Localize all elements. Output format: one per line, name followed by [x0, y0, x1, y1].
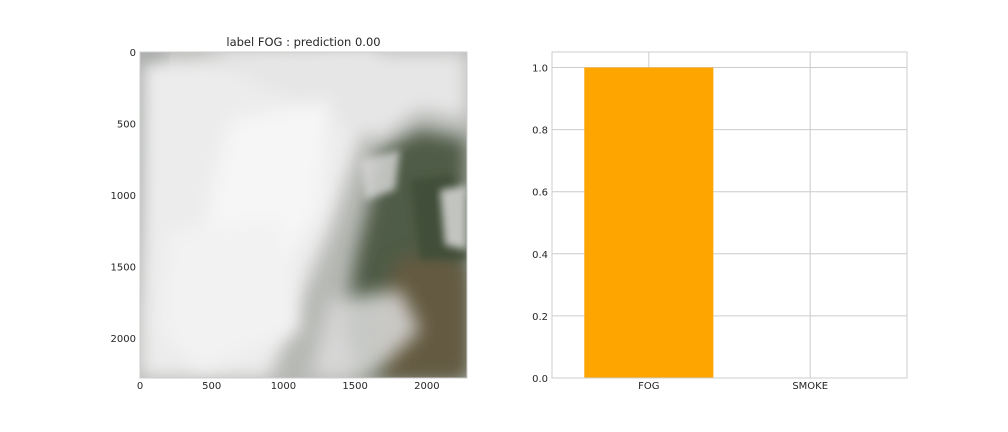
image-x-ticks: 0 500 1000 1500 2000 [137, 381, 440, 392]
bar-y-tick-label: 0.2 [532, 312, 548, 323]
image-y-tick-label: 1000 [111, 191, 136, 202]
image-x-tick-label: 0 [137, 381, 143, 392]
image-y-tick-label: 1500 [111, 262, 136, 273]
bar-x-ticks: FOG SMOKE [638, 381, 828, 392]
satellite-image [140, 52, 467, 378]
bar-x-tick-label: FOG [638, 381, 659, 392]
bar-chart-panel: 0.0 0.2 0.4 0.6 0.8 1.0 FOG SMOKE [532, 51, 908, 392]
bar-y-tick-label: 0.4 [532, 250, 548, 261]
image-y-tick-label: 0 [130, 48, 136, 59]
image-x-tick-label: 1000 [271, 381, 296, 392]
bar-y-tick-label: 0.0 [532, 374, 548, 385]
image-x-tick-label: 1500 [342, 381, 367, 392]
image-title: label FOG : prediction 0.00 [226, 35, 380, 49]
image-panel: label FOG : prediction 0.00 0 500 1000 1500… [111, 35, 468, 392]
bar-y-tick-label: 0.8 [532, 126, 548, 137]
bar-y-tick-label: 0.6 [532, 188, 548, 199]
image-y-tick-label: 2000 [111, 334, 136, 345]
bar-fog [584, 67, 714, 379]
bar-y-ticks: 0.0 0.2 0.4 0.6 0.8 1.0 [532, 64, 548, 385]
bar-series [584, 67, 714, 379]
image-frame [139, 51, 468, 379]
bar-plot-frame [551, 51, 908, 379]
image-x-tick-label: 500 [202, 381, 221, 392]
bar-x-tick-label: SMOKE [792, 381, 828, 392]
image-y-ticks: 0 500 1000 1500 2000 [111, 48, 136, 345]
image-x-tick-label: 2000 [414, 381, 439, 392]
bar-y-tick-label: 1.0 [532, 64, 548, 75]
image-y-tick-label: 500 [117, 119, 136, 130]
